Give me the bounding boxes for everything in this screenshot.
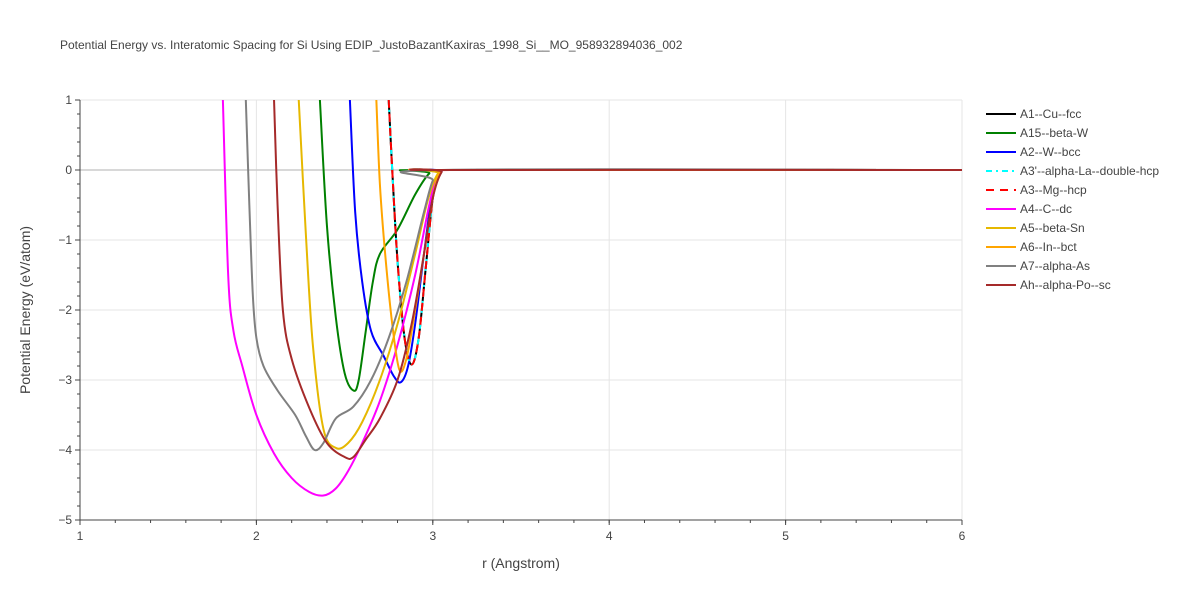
legend-item[interactable]: A7--alpha-As: [986, 259, 1090, 273]
series-line-9: [273, 100, 962, 460]
series-line-3: [387, 100, 962, 366]
legend-label: A4--C--dc: [1020, 202, 1072, 216]
series-line-0: [387, 100, 962, 366]
legend-item[interactable]: A2--W--bcc: [986, 145, 1080, 159]
y-tick-label: −2: [58, 303, 72, 317]
legend-label: Ah--alpha-Po--sc: [1020, 278, 1111, 292]
legend-label: A1--Cu--fcc: [1020, 107, 1081, 121]
legend-item[interactable]: A6--In--bct: [986, 240, 1077, 254]
legend-item[interactable]: A3--Mg--hcp: [986, 183, 1087, 197]
y-axis-label: Potential Energy (eV/atom): [17, 226, 33, 394]
legend-item[interactable]: A1--Cu--fcc: [986, 107, 1081, 121]
y-tick-label: −3: [58, 373, 72, 387]
legend-label: A6--In--bct: [1020, 240, 1077, 254]
axes: [75, 99, 963, 525]
tick-labels: 1 2 3 4 5 6 1 0 −1 −2 −3 −4 −5: [58, 93, 965, 543]
grid-lines: [80, 99, 963, 520]
x-tick-label: 5: [782, 529, 789, 543]
legend-label: A3'--alpha-La--double-hcp: [1020, 164, 1159, 178]
legend-label: A5--beta-Sn: [1020, 221, 1085, 235]
legend-item[interactable]: A4--C--dc: [986, 202, 1072, 216]
legend[interactable]: A1--Cu--fcc A15--beta-W A2--W--bcc A3'--alp…: [986, 107, 1159, 292]
legend-item[interactable]: A15--beta-W: [986, 126, 1089, 140]
y-tick-label: −1: [58, 233, 72, 247]
chart-title: Potential Energy vs. Interatomic Spacing…: [60, 38, 683, 52]
series-line-4: [387, 100, 962, 366]
y-tick-label: −4: [58, 443, 72, 457]
legend-item[interactable]: Ah--alpha-Po--sc: [986, 278, 1111, 292]
series-line-8: [244, 100, 962, 452]
legend-label: A15--beta-W: [1020, 126, 1089, 140]
x-tick-label: 6: [959, 529, 966, 543]
series-line-2: [348, 100, 962, 384]
legend-label: A7--alpha-As: [1020, 259, 1090, 273]
y-tick-label: 1: [65, 93, 72, 107]
legend-label: A2--W--bcc: [1020, 145, 1080, 159]
x-tick-label: 4: [606, 529, 613, 543]
x-axis-label: r (Angstrom): [482, 555, 560, 571]
series-line-7: [375, 100, 962, 373]
x-tick-label: 3: [429, 529, 436, 543]
legend-item[interactable]: A3'--alpha-La--double-hcp: [986, 164, 1159, 178]
series-lines: [221, 100, 962, 497]
x-tick-label: 1: [77, 529, 84, 543]
legend-label: A3--Mg--hcp: [1020, 183, 1087, 197]
y-tick-label: −5: [58, 513, 72, 527]
y-tick-label: 0: [65, 163, 72, 177]
legend-item[interactable]: A5--beta-Sn: [986, 221, 1085, 235]
x-tick-label: 2: [253, 529, 260, 543]
